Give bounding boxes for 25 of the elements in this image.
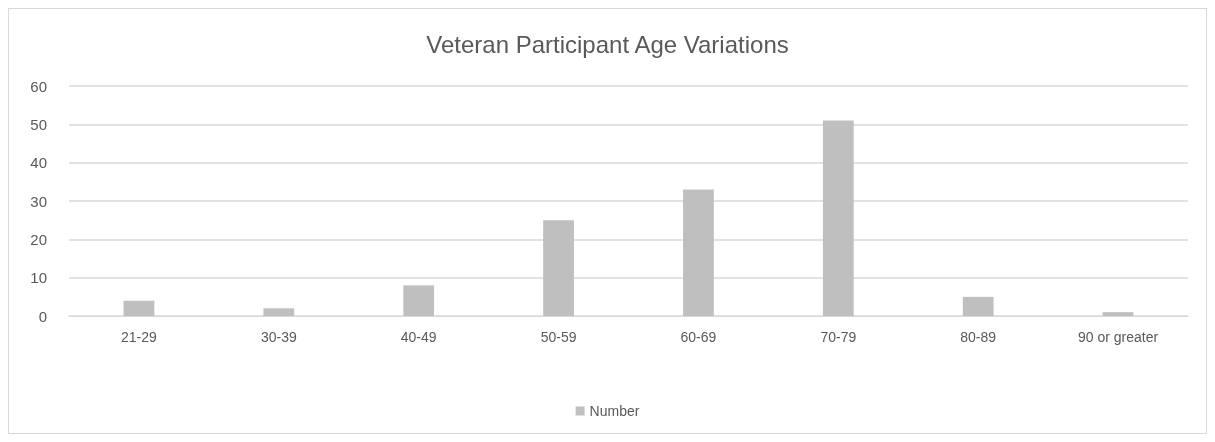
x-tick-label: 30-39: [260, 329, 297, 345]
chart-title: Veteran Participant Age Variations: [426, 30, 789, 58]
legend-label: Number: [589, 403, 640, 419]
y-tick-label: 0: [38, 307, 47, 325]
bar: [822, 120, 854, 316]
bar: [962, 296, 994, 316]
x-tick-label: 21-29: [121, 329, 158, 345]
bar: [683, 189, 714, 316]
y-tick-label: 30: [30, 192, 47, 210]
x-tick-label: 90 or greater: [1077, 329, 1159, 345]
bar: [403, 285, 435, 316]
y-tick-label: 10: [30, 269, 47, 287]
x-tick-label: 70-79: [820, 329, 857, 345]
y-tick-label: 50: [30, 115, 47, 133]
x-tick-label: 40-49: [400, 329, 437, 345]
y-tick-label: 20: [30, 230, 47, 248]
y-tick-label: 60: [30, 77, 47, 95]
bar: [123, 300, 155, 316]
x-tick-label: 80-89: [960, 329, 997, 345]
bar: [263, 308, 295, 316]
bar: [543, 220, 574, 316]
x-tick-label: 60-69: [680, 329, 717, 345]
x-tick-label: 50-59: [540, 329, 577, 345]
bar: [1102, 312, 1134, 316]
y-tick-label: 40: [30, 154, 47, 172]
